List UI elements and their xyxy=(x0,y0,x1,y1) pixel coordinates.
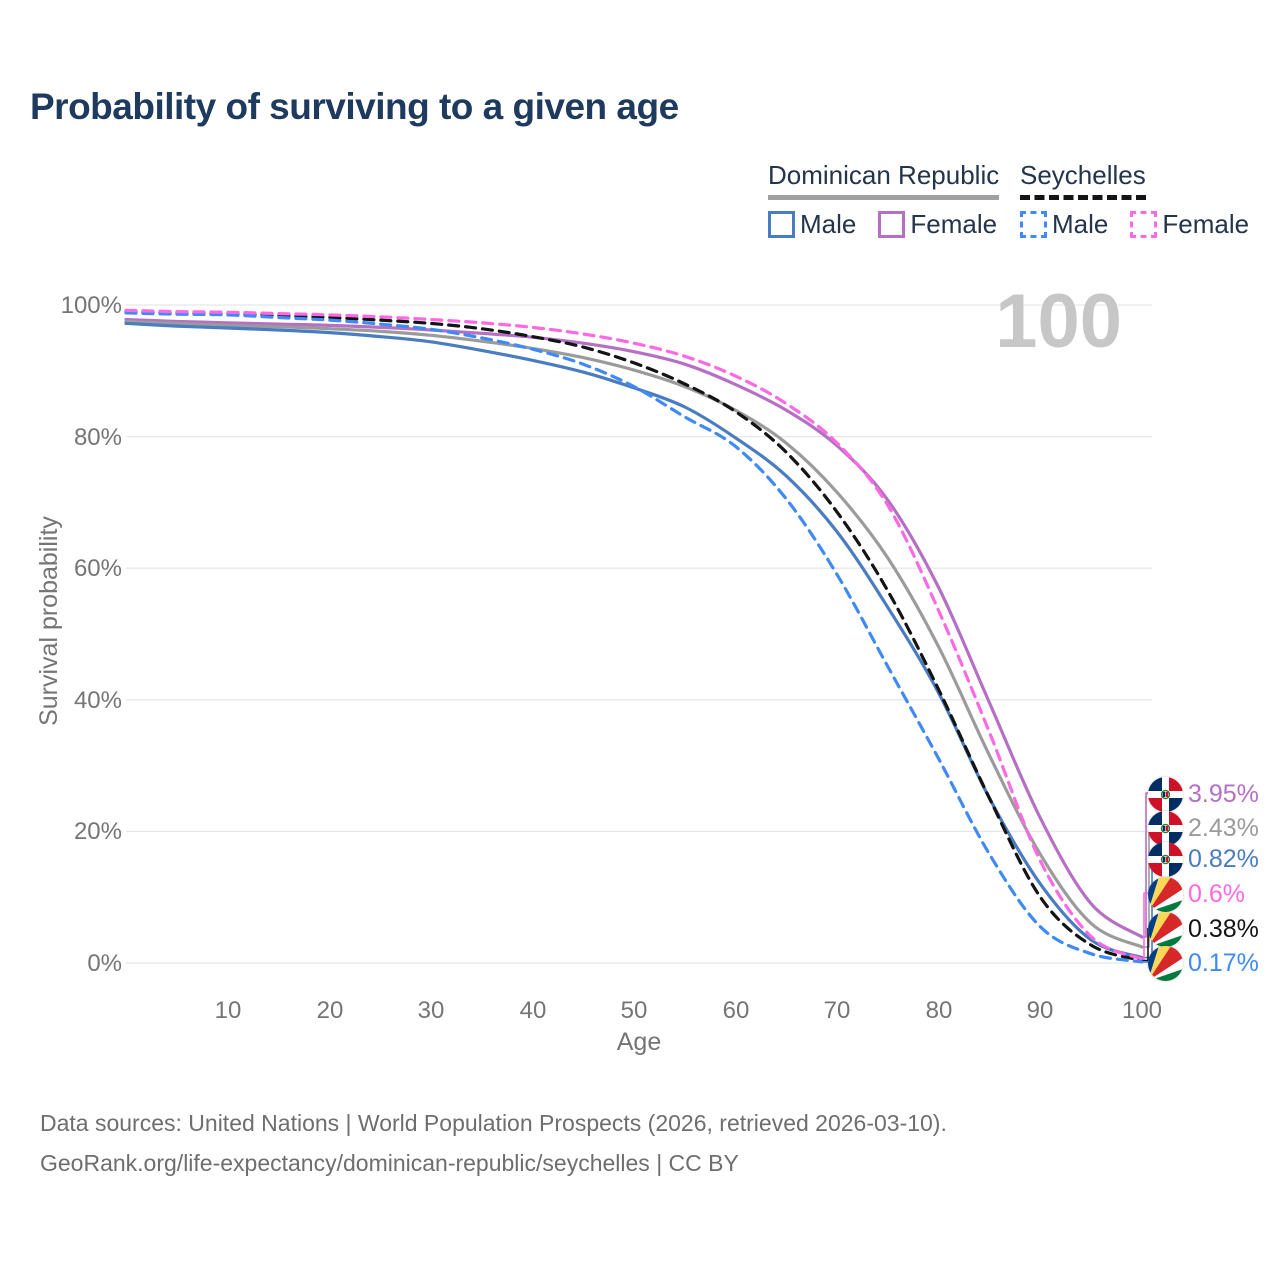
series-line-seychelles-male xyxy=(124,311,1144,964)
end-label-sey-female: 0.6% xyxy=(1148,876,1245,912)
legend-item-dr-female[interactable]: Female xyxy=(878,209,997,240)
x-tick-10: 10 xyxy=(214,997,242,1024)
series-line-seychelles-both-sexes xyxy=(124,310,1144,963)
x-tick-30: 30 xyxy=(417,997,445,1024)
series-line-dominican-republic-male xyxy=(124,321,1144,960)
seychelles-flag-icon xyxy=(1148,946,1183,981)
legend-item-dr-male[interactable]: Male xyxy=(768,209,856,240)
sey-male-swatch-icon xyxy=(1020,211,1047,238)
sey-female-swatch-icon xyxy=(1130,211,1158,238)
y-tick-40: 40% xyxy=(73,687,122,714)
dominican-republic-flag-icon xyxy=(1148,777,1183,812)
x-tick-50: 50 xyxy=(620,997,648,1024)
x-axis-title: Age xyxy=(616,1028,662,1056)
end-connector-seychelles-both-sexes xyxy=(1142,928,1149,962)
legend-group-dominican-republic: Dominican Republic Male Female xyxy=(768,160,1000,240)
x-tick-40: 40 xyxy=(519,997,547,1024)
dominican-republic-flag-icon xyxy=(1148,842,1183,877)
end-label-sey-both: 0.38% xyxy=(1148,911,1259,947)
x-tick-60: 60 xyxy=(722,997,750,1024)
end-label-dr-female: 3.95% xyxy=(1148,776,1259,812)
x-tick-80: 80 xyxy=(925,997,953,1024)
legend-label: Female xyxy=(1162,209,1250,239)
series-line-seychelles-female xyxy=(124,308,1144,961)
end-value: 0.6% xyxy=(1188,879,1245,908)
page-title: Probability of surviving to a given age xyxy=(30,86,679,127)
legend-group-seychelles: Seychelles Male Female xyxy=(1020,160,1249,240)
end-label-dr-male: 0.82% xyxy=(1148,841,1259,877)
legend-country-dominican-republic[interactable]: Dominican Republic xyxy=(768,160,1000,200)
x-tick-70: 70 xyxy=(823,997,851,1024)
end-label-dr-both: 2.43% xyxy=(1148,810,1259,846)
end-label-sey-male: 0.17% xyxy=(1148,945,1259,981)
y-tick-100: 100% xyxy=(60,292,122,319)
end-value: 0.38% xyxy=(1188,914,1259,943)
dr-female-swatch-icon xyxy=(878,211,906,238)
end-value: 2.43% xyxy=(1188,813,1259,842)
x-tick-20: 20 xyxy=(316,997,344,1024)
source-attribution: Data sources: United Nations | World Pop… xyxy=(40,1103,947,1184)
y-axis-title: Survival probability xyxy=(35,516,63,726)
seychelles-flag-icon xyxy=(1148,912,1183,947)
legend-label: Male xyxy=(800,209,857,239)
age-counter-watermark: 100 xyxy=(995,279,1122,364)
y-tick-80: 80% xyxy=(73,424,122,451)
end-value: 0.17% xyxy=(1188,948,1259,977)
y-tick-20: 20% xyxy=(73,818,122,845)
x-tick-100: 100 xyxy=(1121,997,1163,1024)
x-tick-90: 90 xyxy=(1026,997,1054,1024)
end-connector-seychelles-female xyxy=(1142,892,1148,960)
legend-item-sey-male[interactable]: Male xyxy=(1020,209,1108,240)
end-value: 0.82% xyxy=(1188,844,1259,873)
legend-country-seychelles[interactable]: Seychelles xyxy=(1020,160,1146,200)
seychelles-flag-icon xyxy=(1148,877,1183,912)
dr-male-swatch-icon xyxy=(768,211,795,238)
source-line-2: GeoRank.org/life-expectancy/dominican-re… xyxy=(40,1150,739,1177)
series-line-dominican-republic-both-sexes xyxy=(124,319,1144,949)
y-tick-0: 0% xyxy=(87,950,122,977)
series-line-dominican-republic-female xyxy=(124,317,1144,939)
legend-item-sey-female[interactable]: Female xyxy=(1130,209,1249,240)
y-tick-60: 60% xyxy=(73,555,122,582)
source-line-1: Data sources: United Nations | World Pop… xyxy=(40,1110,947,1136)
legend-label: Female xyxy=(910,209,998,239)
end-value: 3.95% xyxy=(1188,779,1259,808)
legend-label: Male xyxy=(1052,209,1109,239)
